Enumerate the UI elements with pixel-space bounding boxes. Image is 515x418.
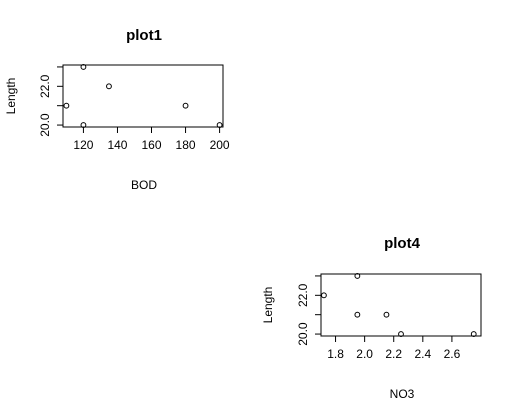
plot4-data-point <box>354 311 361 318</box>
plot1-data-point <box>182 102 189 109</box>
plot1-y-ticks: 20.0 22.0 <box>38 66 64 137</box>
plot4-x-tick-label: 2.0 <box>356 347 373 361</box>
plot1-data-point <box>80 122 87 128</box>
plot4-x-ticks: 1.8 2.0 2.2 2.4 2.6 <box>327 335 461 361</box>
plot1-panel: plot1 120 140 160 180 200 20.0 22.0 BOD Lengt… <box>4 27 230 192</box>
plot4-x-tick-label: 1.8 <box>327 347 344 361</box>
plot1-x-tick-label: 120 <box>73 138 93 152</box>
plot4-x-tick-label: 2.4 <box>414 347 431 361</box>
plot4-data-point <box>470 331 477 337</box>
plot1-x-ticks: 120 140 160 180 200 <box>73 126 230 152</box>
plot1-data-point <box>106 83 112 90</box>
plot4-x-tick-label: 2.6 <box>444 347 461 361</box>
plot4-panel: plot4 1.8 2.0 2.2 2.4 2.6 20.0 22.0 NO3 Lengt… <box>261 235 482 401</box>
plot1-x-axis-label: BOD <box>131 178 157 192</box>
plot1-x-tick-label: 180 <box>176 138 196 152</box>
plot4-data-point <box>398 331 404 337</box>
plot4-data-point <box>321 292 327 299</box>
plot1-data-point <box>63 102 70 109</box>
plot1-title: plot1 <box>126 27 162 44</box>
plot4-data-point <box>383 311 390 318</box>
plot1-points <box>63 64 223 128</box>
plot4-y-tick-label: 20.0 <box>296 322 310 346</box>
plot1-y-tick-label: 22.0 <box>38 74 52 98</box>
plot4-data-point <box>354 273 361 279</box>
plot4-y-ticks: 20.0 22.0 <box>296 275 322 346</box>
plot4-y-axis-label: Length <box>261 287 275 324</box>
plot1-data-point <box>216 122 223 128</box>
plot1-x-tick-label: 200 <box>210 138 230 152</box>
plot1-x-tick-label: 140 <box>107 138 127 152</box>
plot4-title: plot4 <box>384 235 420 252</box>
plot1-y-tick-label: 20.0 <box>38 113 52 137</box>
plot4-x-tick-label: 2.2 <box>385 347 402 361</box>
plot4-points <box>321 273 477 337</box>
plot1-y-axis-label: Length <box>4 78 18 115</box>
plot1-data-point <box>80 64 87 70</box>
plot4-y-tick-label: 22.0 <box>296 283 310 307</box>
plot1-x-tick-label: 160 <box>141 138 161 152</box>
plot4-x-axis-label: NO3 <box>390 387 415 401</box>
